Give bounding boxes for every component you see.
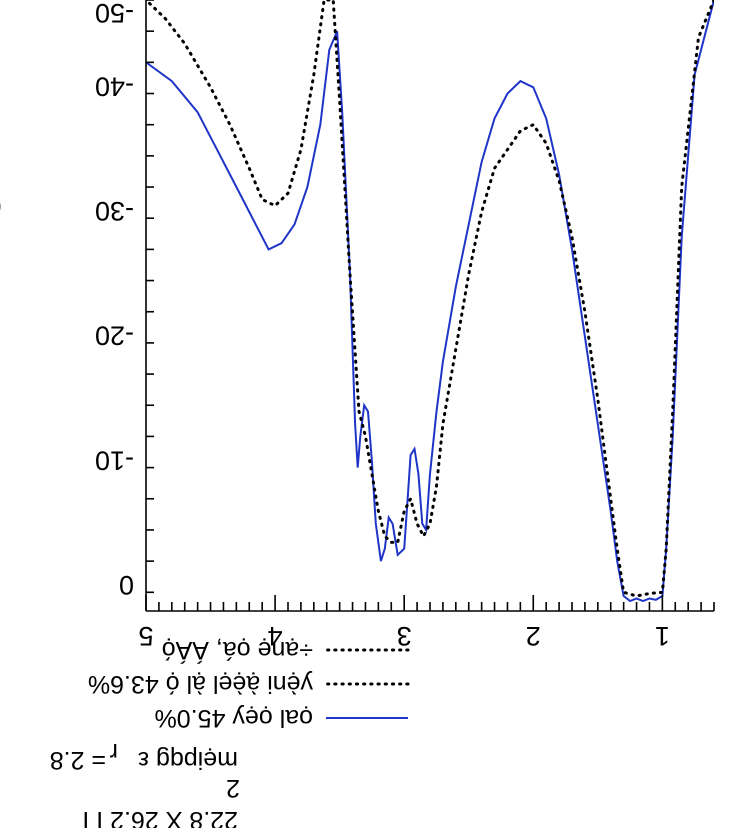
series-line-1 <box>146 0 714 603</box>
y-tick-label: -30 <box>95 196 134 226</box>
y-axis-label-fragment: ( <box>0 194 2 222</box>
x-tick-label: 3 <box>397 621 412 651</box>
legend-label-3: ÷ạnẹ ọá, ÁÁọ́ <box>162 636 313 665</box>
dimension-note-sup: 2 <box>226 774 240 802</box>
legend-label-1: ọal ọẹy 45.0% <box>155 704 313 732</box>
x-tick-label: 5 <box>138 621 153 651</box>
y-tick-label: -20 <box>95 321 134 351</box>
y-tick-label: -50 <box>95 0 134 28</box>
y-tick-label: 0 <box>119 570 134 600</box>
dimension-note: 22.8 X 26.2 I I <box>82 806 238 828</box>
material-note: mẹipqg ε <box>138 746 238 774</box>
x-tick-label: 1 <box>655 621 670 651</box>
x-tick-label: 2 <box>526 621 541 651</box>
legend-label-2: yẹ̀ni ạ̀ẹ̀ẹl ạ̀l ọ́ 43.6% <box>88 670 313 698</box>
material-note-value: = 2.8 <box>50 746 106 774</box>
series-line-2 <box>146 0 714 598</box>
x-tick-label: 4 <box>268 621 283 651</box>
y-tick-label: -10 <box>95 445 134 475</box>
material-note-sub: r <box>110 738 118 766</box>
y-tick-label: -40 <box>95 71 134 101</box>
